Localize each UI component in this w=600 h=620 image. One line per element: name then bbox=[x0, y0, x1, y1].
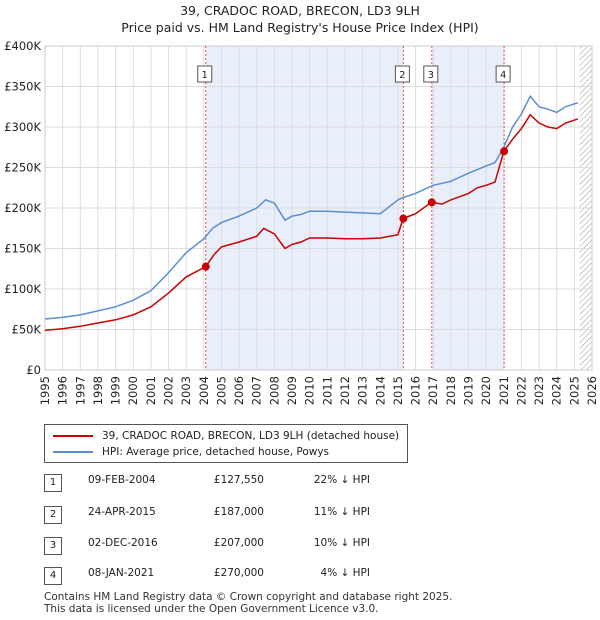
x-tick-label: 2012 bbox=[338, 376, 352, 405]
x-tick-label: 2000 bbox=[126, 376, 140, 405]
x-tick-label: 2013 bbox=[356, 376, 370, 405]
x-tick-label: 2018 bbox=[444, 376, 458, 405]
transaction-marker-label: 2 bbox=[399, 70, 405, 81]
table-row: 4 08-JAN-2021 £270,000 4% ↓ HPI bbox=[0, 567, 600, 587]
transaction-price: £127,550 bbox=[213, 474, 264, 486]
footer-copyright: Contains HM Land Registry data © Crown c… bbox=[44, 591, 453, 603]
transaction-date: 09-FEB-2004 bbox=[88, 474, 156, 486]
plot-frame bbox=[44, 45, 593, 371]
x-tick-label: 2019 bbox=[461, 376, 475, 405]
transaction-point bbox=[201, 262, 210, 271]
legend-label-property: 39, CRADOC ROAD, BRECON, LD3 9LH (detach… bbox=[102, 430, 400, 442]
x-tick-label: 1995 bbox=[38, 376, 52, 405]
legend-item-property: 39, CRADOC ROAD, BRECON, LD3 9LH (detach… bbox=[53, 428, 399, 444]
plot-area: £0 £50K £100K £150K £200K £250K £300K £350K £400… bbox=[4, 39, 599, 405]
x-tick-label: 2016 bbox=[409, 376, 423, 405]
x-tick-label: 2004 bbox=[197, 376, 211, 405]
footer-licence: This data is licensed under the Open Gov… bbox=[44, 603, 379, 615]
y-tick-label: £150K bbox=[4, 242, 41, 256]
legend: 39, CRADOC ROAD, BRECON, LD3 9LH (detach… bbox=[44, 424, 408, 463]
transaction-marker-box bbox=[423, 65, 439, 83]
y-tick-label: £250K bbox=[4, 161, 41, 175]
transaction-date: 02-DEC-2016 bbox=[88, 537, 158, 549]
y-tick-label: £400K bbox=[4, 39, 41, 53]
y-tick-label: £100K bbox=[4, 282, 41, 296]
x-tick-label: 1998 bbox=[91, 376, 105, 405]
x-tick-label: 2002 bbox=[162, 376, 176, 405]
x-tick-label: 1999 bbox=[109, 376, 123, 405]
transaction-price: £207,000 bbox=[213, 537, 264, 549]
price-chart: 39, CRADOC ROAD, BRECON, LD3 9LH Price p… bbox=[4, 3, 599, 405]
legend-item-hpi: HPI: Average price, detached house, Powy… bbox=[53, 444, 329, 460]
y-tick-label: £0 bbox=[26, 363, 41, 377]
chart-title: 39, CRADOC ROAD, BRECON, LD3 9LH bbox=[180, 3, 420, 18]
transaction-marker-label: 1 bbox=[202, 70, 208, 81]
transaction-point bbox=[500, 147, 509, 156]
x-tick-label: 2021 bbox=[497, 376, 511, 405]
x-tick-label: 2009 bbox=[285, 376, 299, 405]
x-tick-label: 2008 bbox=[267, 376, 281, 405]
transaction-number: 4 bbox=[44, 567, 62, 585]
transaction-price: £270,000 bbox=[213, 567, 264, 579]
transaction-marker-box bbox=[394, 65, 410, 83]
transaction-marker-box bbox=[197, 65, 213, 83]
transaction-hpi: 22% ↓ HPI bbox=[313, 474, 370, 486]
transaction-point bbox=[427, 198, 436, 207]
series-line bbox=[44, 113, 579, 332]
y-tick-label: £300K bbox=[4, 120, 41, 134]
transaction-price: £187,000 bbox=[213, 506, 264, 518]
transaction-date: 08-JAN-2021 bbox=[88, 567, 155, 579]
x-tick-label: 2005 bbox=[214, 376, 228, 405]
transaction-hpi: 4% ↓ HPI bbox=[320, 567, 370, 579]
x-tick-label: 2017 bbox=[426, 376, 440, 405]
legend-line-property bbox=[53, 435, 93, 437]
chart-subtitle: Price paid vs. HM Land Registry's House … bbox=[121, 20, 478, 35]
transaction-number: 2 bbox=[44, 506, 62, 524]
x-tick-label: 2025 bbox=[567, 376, 581, 405]
transaction-hpi: 11% ↓ HPI bbox=[313, 506, 370, 518]
x-tick-label: 1997 bbox=[73, 376, 87, 405]
x-tick-label: 2015 bbox=[391, 376, 405, 405]
x-tick-label: 2020 bbox=[479, 376, 493, 405]
transaction-number: 3 bbox=[44, 537, 62, 555]
series-line bbox=[44, 94, 579, 320]
table-row: 1 09-FEB-2004 £127,550 22% ↓ HPI bbox=[0, 474, 600, 494]
x-tick-label: 2007 bbox=[250, 376, 264, 405]
x-tick-label: 1996 bbox=[56, 376, 70, 405]
x-tick-label: 2014 bbox=[373, 376, 387, 405]
x-tick-label: 2010 bbox=[303, 376, 317, 405]
transaction-date: 24-APR-2015 bbox=[88, 506, 156, 518]
y-tick-label: £350K bbox=[4, 80, 41, 94]
transaction-point bbox=[399, 214, 408, 223]
x-tick-label: 2011 bbox=[320, 376, 334, 405]
legend-label-hpi: HPI: Average price, detached house, Powy… bbox=[102, 446, 330, 458]
footer: Contains HM Land Registry data © Crown c… bbox=[44, 591, 452, 615]
x-tick-label: 2022 bbox=[514, 376, 528, 405]
legend-line-hpi bbox=[53, 451, 93, 453]
transaction-number: 1 bbox=[44, 474, 62, 492]
table-row: 3 02-DEC-2016 £207,000 10% ↓ HPI bbox=[0, 537, 600, 557]
y-tick-label: £50K bbox=[12, 323, 42, 337]
x-tick-label: 2006 bbox=[232, 376, 246, 405]
y-tick-label: £200K bbox=[4, 201, 41, 215]
transaction-marker-label: 3 bbox=[428, 70, 434, 81]
table-row: 2 24-APR-2015 £187,000 11% ↓ HPI bbox=[0, 506, 600, 526]
transaction-hpi: 10% ↓ HPI bbox=[313, 537, 370, 549]
transaction-marker-label: 4 bbox=[500, 70, 506, 81]
x-tick-label: 2001 bbox=[144, 376, 158, 405]
x-tick-label: 2026 bbox=[585, 376, 599, 405]
transaction-marker-box bbox=[495, 65, 511, 83]
x-tick-label: 2003 bbox=[179, 376, 193, 405]
x-tick-label: 2024 bbox=[550, 376, 564, 405]
x-tick-label: 2023 bbox=[532, 376, 546, 405]
